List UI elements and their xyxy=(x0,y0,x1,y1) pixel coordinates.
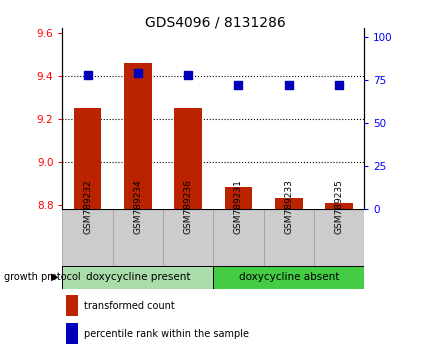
Text: GDS4096 / 8131286: GDS4096 / 8131286 xyxy=(145,16,285,30)
Bar xyxy=(62,266,213,289)
Bar xyxy=(213,209,263,266)
Bar xyxy=(65,295,78,316)
Text: ▶: ▶ xyxy=(51,272,58,282)
Text: GSM789232: GSM789232 xyxy=(83,179,92,234)
Text: GSM789233: GSM789233 xyxy=(284,179,292,234)
Point xyxy=(234,82,241,88)
Text: GSM789235: GSM789235 xyxy=(334,179,343,234)
Point xyxy=(335,82,342,88)
Bar xyxy=(263,209,313,266)
Text: GSM789231: GSM789231 xyxy=(233,179,243,234)
Bar xyxy=(65,322,78,344)
Text: transformed count: transformed count xyxy=(84,301,175,311)
Point xyxy=(84,72,91,78)
Bar xyxy=(163,209,213,266)
Bar xyxy=(325,204,352,209)
Bar xyxy=(124,63,151,209)
Bar xyxy=(224,187,252,209)
Bar xyxy=(313,209,363,266)
Bar xyxy=(113,209,163,266)
Text: growth protocol: growth protocol xyxy=(4,272,81,282)
Text: doxycycline absent: doxycycline absent xyxy=(238,272,338,282)
Point xyxy=(184,72,191,78)
Bar xyxy=(62,209,113,266)
Bar xyxy=(274,198,302,209)
Bar xyxy=(213,266,363,289)
Text: GSM789234: GSM789234 xyxy=(133,179,142,234)
Text: percentile rank within the sample: percentile rank within the sample xyxy=(84,329,249,339)
Point xyxy=(285,82,292,88)
Text: doxycycline present: doxycycline present xyxy=(86,272,190,282)
Bar xyxy=(74,108,101,209)
Point xyxy=(134,70,141,76)
Text: GSM789236: GSM789236 xyxy=(183,179,192,234)
Bar xyxy=(174,108,202,209)
